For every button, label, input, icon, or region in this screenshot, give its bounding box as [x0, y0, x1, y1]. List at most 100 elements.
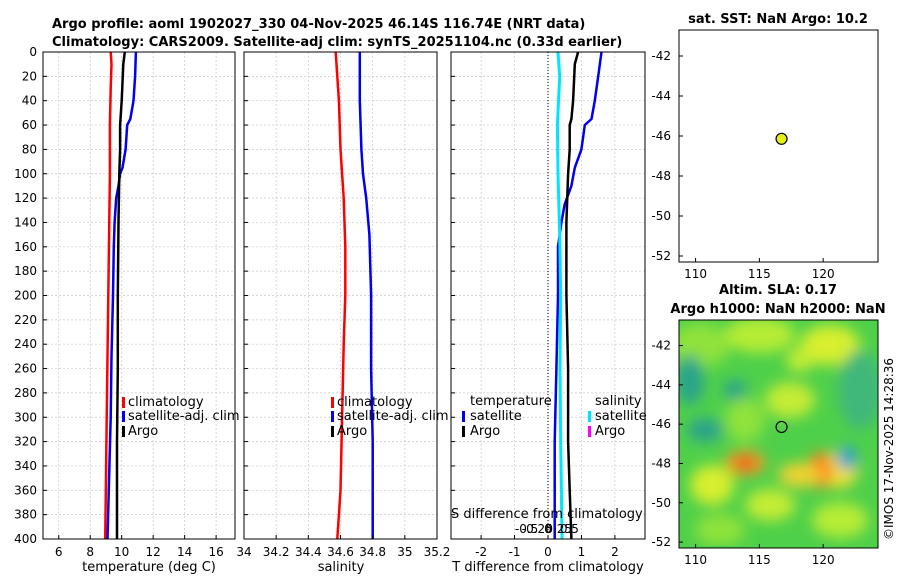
- ytick-label-2: 40: [22, 94, 37, 108]
- xtick-label-5: 16: [208, 545, 223, 559]
- xtick-label-1: 8: [86, 545, 94, 559]
- ytick-label-13: 260: [14, 362, 37, 376]
- series-line-t-satellite: [553, 51, 603, 539]
- argo-position-marker: [775, 420, 788, 434]
- series-line-argo: [115, 51, 127, 539]
- map-ytick-label-0: -42: [651, 49, 671, 63]
- ytick-label-17: 340: [14, 459, 37, 473]
- xtick-label-5: 35: [397, 545, 412, 559]
- map-ytick-label-0: -42: [651, 339, 671, 353]
- xtick-label-0: -2: [475, 545, 487, 559]
- sla-blob-3: [838, 350, 878, 430]
- sla-blob-5: [725, 398, 765, 442]
- xtick-label-4: 2: [611, 545, 619, 559]
- ytick-label-12: 240: [14, 337, 37, 351]
- difference-legend: temperature satellite Argo salinity sate…: [462, 394, 647, 439]
- sla-blob-16: [695, 514, 745, 546]
- legend-s-satellite-swatch: [588, 411, 591, 422]
- map-xtick-label-0: 110: [684, 553, 707, 567]
- sst-title: sat. SST: NaN Argo: 10.2: [688, 12, 868, 27]
- map-ytick-label-1: -44: [651, 89, 671, 103]
- sla-title1: Altim. SLA: 0.17: [719, 283, 837, 298]
- legend-temperature-title: temperature: [470, 394, 552, 409]
- legend-s-satellite: satellite: [595, 409, 647, 424]
- legend-climatology: climatology: [128, 395, 204, 410]
- ytick-label-3: 60: [22, 118, 37, 132]
- ytick-label-1: 20: [22, 69, 37, 83]
- series-line-t-argo: [565, 51, 580, 540]
- map-xtick-label-2: 120: [812, 267, 835, 281]
- xtick-label-1: -1: [509, 545, 521, 559]
- map-ytick-label-4: -50: [651, 496, 671, 510]
- xtick-label-0: 6: [55, 545, 63, 559]
- sla-blob-11: [837, 446, 857, 470]
- map-ytick-label-3: -48: [651, 169, 671, 183]
- ytick-label-4: 80: [22, 142, 37, 156]
- xtick-label-2: 0: [544, 545, 552, 559]
- legend-sal-argo: Argo: [337, 424, 367, 439]
- map-ytick-label-4: -50: [651, 209, 671, 223]
- xtick-label-3: 1: [578, 545, 586, 559]
- legend-sal-satellite: satellite-adj. clim: [337, 409, 449, 424]
- map-xtick-label-1: 115: [748, 267, 771, 281]
- legend-t-satellite: satellite: [470, 409, 522, 424]
- legend-sal-climatology-swatch: [331, 397, 334, 408]
- ytick-label-8: 160: [14, 240, 37, 254]
- map-ytick-label-1: -44: [651, 378, 671, 392]
- sla-blob-4: [687, 418, 723, 442]
- series-line-climatology: [103, 51, 113, 540]
- ytick-label-0: 0: [29, 45, 37, 59]
- difference-xlabel2: S difference from climatology: [451, 507, 643, 522]
- xtick-label-0: 34: [236, 545, 251, 559]
- salinity-legend: climatology satellite-adj. clim Argo: [331, 395, 449, 439]
- map-ytick-label-2: -46: [651, 417, 671, 431]
- ytick-label-11: 220: [14, 313, 37, 327]
- legend-sal-argo-swatch: [331, 426, 334, 437]
- ytick-label-6: 120: [14, 191, 37, 205]
- xtick2-label-3: 0.25: [545, 522, 572, 536]
- xtick2-label-1: -0.25: [522, 522, 553, 536]
- sla-blob-17: [679, 355, 704, 405]
- ytick-label-18: 360: [14, 483, 37, 497]
- xtick2-label-4: 0.5: [560, 522, 579, 536]
- legend-t-argo-swatch: [462, 426, 465, 437]
- sla-blobs: [679, 320, 878, 546]
- map-ytick-label-5: -52: [651, 535, 671, 549]
- sla-blob-13: [690, 465, 734, 505]
- ytick-label-10: 200: [14, 289, 37, 303]
- sla-blob-12: [778, 463, 822, 487]
- xtick-label-2: 34.4: [295, 545, 322, 559]
- map-axes-box: [678, 319, 879, 549]
- xtick2-label-2: 0: [544, 522, 552, 536]
- sla-blob-14: [745, 489, 795, 521]
- xtick-label-3: 34.6: [327, 545, 354, 559]
- legend-t-argo: Argo: [470, 424, 500, 439]
- map-ytick-label-3: -48: [651, 456, 671, 470]
- ytick-label-16: 320: [14, 435, 37, 449]
- map-xtick-label-0: 110: [684, 267, 707, 281]
- salinity-panel: 34 34.2 34.4 34.6 34.8 35 35.2: [236, 51, 451, 559]
- legend-argo: Argo: [128, 424, 158, 439]
- sla-blob-18: [786, 348, 814, 372]
- sla-map: -42 -44 -46 -48 -50 -52 110 115 120: [651, 319, 879, 567]
- title-line1: Argo profile: aoml 1902027_330 04-Nov-20…: [52, 17, 585, 32]
- sst-map: -42 -44 -46 -48 -50 -52 110 115 120: [651, 29, 879, 281]
- legend-argo-swatch: [122, 426, 125, 437]
- temperature-xlabel: temperature (deg C): [82, 560, 216, 575]
- legend-s-argo-swatch: [588, 426, 591, 437]
- sla-blob-2: [800, 325, 860, 365]
- salinity-xlabel: salinity: [318, 560, 365, 575]
- legend-sal-climatology: climatology: [337, 395, 413, 410]
- xtick-label-4: 14: [177, 545, 192, 559]
- ytick-label-15: 300: [14, 410, 37, 424]
- legend-salinity-title: salinity: [595, 394, 642, 409]
- xtick-label-6: 35.2: [424, 545, 451, 559]
- temperature-legend: climatology satellite-adj. clim Argo: [122, 395, 240, 439]
- title-line2: Climatology: CARS2009. Satellite-adj cli…: [52, 35, 622, 50]
- sla-blob-1: [725, 320, 795, 353]
- ytick-label-14: 280: [14, 386, 37, 400]
- legend-sal-satellite-swatch: [331, 411, 334, 422]
- xtick2-label-0: -0.5: [515, 522, 538, 536]
